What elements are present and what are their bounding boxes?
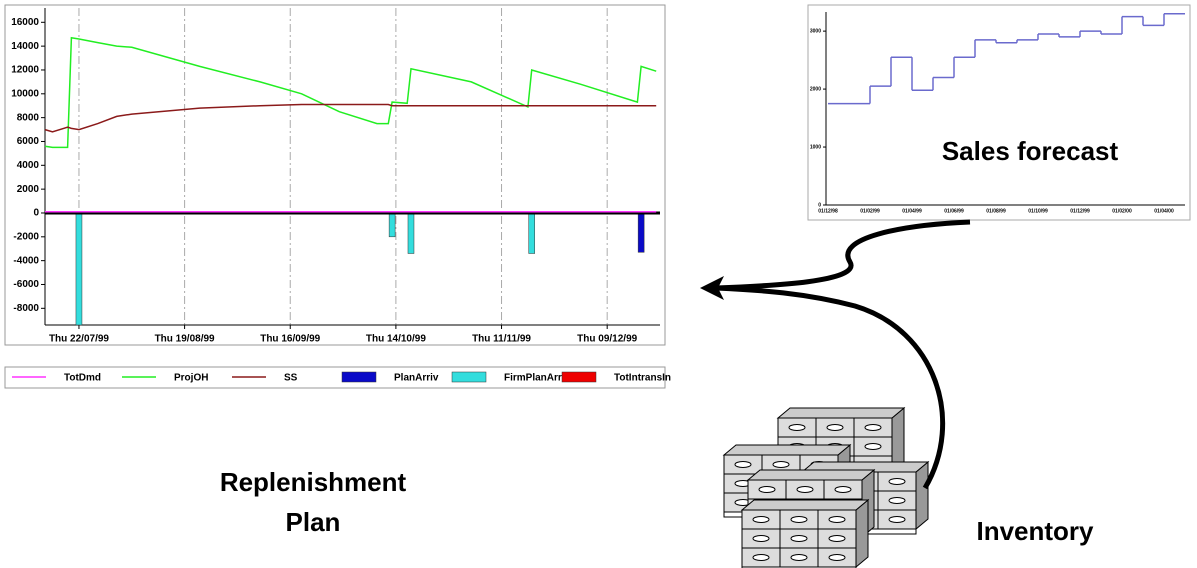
crate-label <box>759 487 775 493</box>
bar <box>529 213 535 254</box>
crate-side <box>916 462 928 529</box>
crate-label <box>865 444 881 450</box>
crate-top <box>742 500 868 510</box>
crate-label <box>753 517 769 523</box>
legend-label: ProjOH <box>174 373 208 384</box>
bar <box>389 213 395 237</box>
x-tick-label: Thu 19/08/99 <box>155 334 215 345</box>
y-tick-label: 16000 <box>11 17 39 28</box>
bar <box>408 213 414 254</box>
x-tick-label: Thu 09/12/99 <box>577 334 637 345</box>
chart-frame <box>5 5 665 345</box>
crate-label <box>791 517 807 523</box>
legend-swatch <box>452 372 486 382</box>
legend-label: PlanArriv <box>394 373 439 384</box>
crate-label <box>791 536 807 542</box>
y-tick-label: -4000 <box>13 255 39 266</box>
y-tick-label: 8000 <box>17 112 40 123</box>
x-tick-label: 01/02/00 <box>1112 208 1132 214</box>
y-tick-label: -8000 <box>13 303 39 314</box>
crate-top <box>748 470 874 480</box>
crate-label <box>773 462 789 468</box>
y-tick-label: 6000 <box>17 136 40 147</box>
crate-top <box>724 445 850 455</box>
y-tick-label: 1000 <box>810 144 821 150</box>
y-tick-label: 3000 <box>810 28 821 34</box>
crate-label <box>889 517 905 523</box>
crate-label <box>829 517 845 523</box>
caption: Replenishment Plan <box>203 462 423 542</box>
crate-label <box>789 425 805 431</box>
legend-label: FirmPlanArriv <box>504 373 571 384</box>
caption: Inventory <box>976 516 1094 546</box>
legend-label: SS <box>284 373 298 384</box>
y-tick-label: 4000 <box>17 160 40 171</box>
x-tick-label: Thu 14/10/99 <box>366 334 426 345</box>
legend-label: TotIntransIn <box>614 373 671 384</box>
legend-swatch <box>342 372 376 382</box>
crate-label <box>753 536 769 542</box>
crate-label <box>797 487 813 493</box>
crate-label <box>835 487 851 493</box>
crate-label <box>889 479 905 485</box>
crate-label <box>865 425 881 431</box>
crate-top <box>778 408 904 418</box>
y-tick-label: 10000 <box>11 88 39 99</box>
x-tick-label: Thu 16/09/99 <box>260 334 320 345</box>
y-tick-label: 2000 <box>17 184 40 195</box>
crate-label <box>829 536 845 542</box>
bar <box>638 213 644 252</box>
y-tick-label: -6000 <box>13 279 39 290</box>
bar <box>76 213 82 325</box>
crate-label <box>827 425 843 431</box>
slide-graphics: Sales forecast Inventory Thu 22/07/99 Thu… <box>0 0 1197 568</box>
x-tick-label: 01/04/99 <box>902 208 922 214</box>
forecast-frame <box>808 5 1190 220</box>
slide: Sales forecast Inventory Thu 22/07/99 Thu… <box>0 0 1197 568</box>
y-tick-label: -2000 <box>13 231 39 242</box>
crate-label <box>753 555 769 561</box>
legend-label: TotDmd <box>64 373 101 384</box>
x-tick-label: Thu 11/11/99 <box>472 334 531 345</box>
x-tick-label: Thu 22/07/99 <box>49 334 109 345</box>
inventory-clipart <box>724 408 928 568</box>
x-tick-label: 01/04/00 <box>1154 208 1174 214</box>
y-tick-label: 14000 <box>11 41 39 52</box>
x-tick-label: 01/12/99 <box>1070 208 1090 214</box>
x-tick-label: 01/12/98 <box>818 208 838 214</box>
crate-label <box>829 555 845 561</box>
x-tick-label: 01/08/99 <box>986 208 1006 214</box>
crate-label <box>791 555 807 561</box>
crate-label <box>889 498 905 504</box>
crate-side <box>856 500 868 567</box>
x-tick-label: 01/10/99 <box>1028 208 1048 214</box>
y-tick-label: 2000 <box>810 86 821 92</box>
legend-swatch <box>562 372 596 382</box>
y-tick-label: 0 <box>33 208 39 219</box>
caption: Sales forecast <box>942 136 1119 166</box>
arrow <box>716 222 970 288</box>
x-tick-label: 01/06/99 <box>944 208 964 214</box>
crate-label <box>735 462 751 468</box>
y-tick-label: 12000 <box>11 65 39 76</box>
x-tick-label: 01/02/99 <box>860 208 880 214</box>
